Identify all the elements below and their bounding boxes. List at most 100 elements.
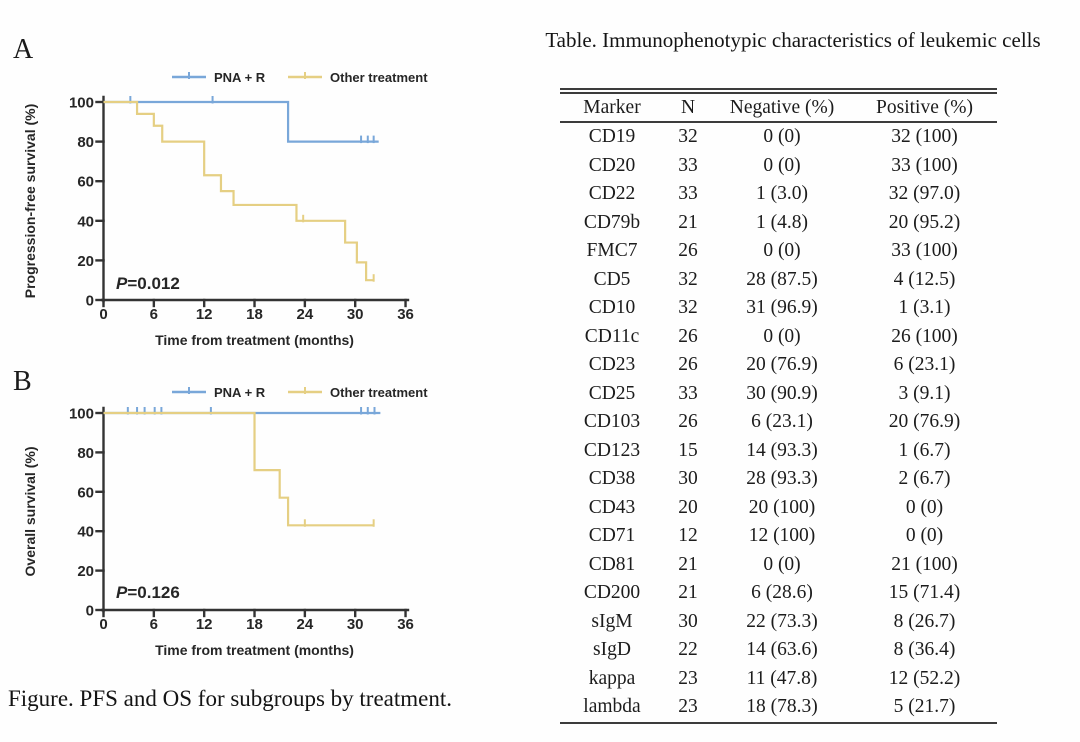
y-tick-label: 20 [77, 253, 94, 270]
table-cell: 8 (26.7) [893, 610, 956, 632]
table-cell: 6 (28.6) [751, 582, 813, 604]
table-cell: CD43 [588, 496, 636, 518]
table-cell: 21 [678, 553, 698, 575]
table-row: CD25 33 30 (90.9) 3 (9.1) [560, 380, 997, 409]
table-cell: 22 (73.3) [746, 610, 818, 632]
x-axis-title: Time from treatment (months) [155, 642, 354, 658]
legend-label: PNA + R [214, 385, 266, 400]
table-cell: 6 (23.1) [751, 411, 813, 433]
os-kaplan-meier-chart: 0 20 40 60 80 100 0 6 12 18 24 30 36 Time from treatm… [22, 385, 428, 658]
table-cell: 5 (21.7) [893, 696, 956, 718]
column-header-negative: Negative (%) [729, 96, 835, 118]
p-value-annotation: P=0.012 [116, 274, 180, 293]
y-axis-title: Progression-free survival (%) [22, 104, 38, 299]
table-cell: 18 (78.3) [746, 696, 818, 718]
x-tick-label: 24 [297, 616, 314, 633]
figure-caption: Figure. PFS and OS for subgroups by trea… [8, 686, 453, 711]
table-cell: 15 (71.4) [888, 582, 961, 604]
y-tick-label: 20 [77, 563, 94, 580]
table-cell: 31 (96.9) [746, 297, 818, 319]
y-tick-label: 0 [86, 603, 94, 620]
table-cell: 0 (0) [763, 154, 801, 176]
x-tick-label: 12 [196, 306, 213, 323]
table-cell: CD38 [588, 468, 636, 490]
table-cell: CD10 [588, 297, 636, 319]
table-cell: 4 (12.5) [893, 268, 956, 290]
table-cell: 0 (0) [763, 240, 801, 262]
table-cell: lambda [583, 696, 641, 718]
table-cell: 26 (100) [891, 325, 958, 347]
table-cell: 32 [678, 268, 698, 290]
x-axis-title: Time from treatment (months) [155, 332, 354, 348]
table-row: CD20 33 0 (0) 33 (100) [560, 152, 997, 181]
table-row: lambda 23 18 (78.3) 5 (21.7) [560, 693, 997, 722]
table-cell: 33 (100) [891, 154, 958, 176]
panel-a-label: A [13, 34, 34, 65]
table-cell: 3 (9.1) [898, 382, 951, 404]
pfs-curve-pna-r [103, 100, 379, 143]
table-row: kappa 23 11 (47.8) 12 (52.2) [560, 665, 997, 694]
table-cell: FMC7 [586, 240, 638, 262]
table-cell: 23 [678, 667, 698, 689]
table-cell: 26 [678, 325, 698, 347]
table-cell: 26 [678, 240, 698, 262]
y-tick-label: 0 [86, 293, 94, 310]
table-row: CD11c 26 0 (0) 26 (100) [560, 323, 997, 352]
table-title: Table. Immunophenotypic characteristics … [545, 28, 1041, 52]
table-cell: 32 (97.0) [888, 183, 961, 205]
table-cell: CD5 [593, 268, 631, 290]
table-cell: 0 (0) [905, 525, 944, 547]
y-tick-label: 100 [69, 95, 94, 112]
x-tick-label: 36 [397, 306, 414, 323]
table-row: CD38 30 28 (93.3) 2 (6.7) [560, 465, 997, 494]
table-cell: 6 (23.1) [893, 354, 956, 376]
table-cell: CD81 [588, 553, 636, 575]
table-cell: 20 [678, 496, 698, 518]
table-cell: CD11c [584, 325, 640, 347]
table-cell: 12 (52.2) [888, 667, 961, 689]
pfs-curve-other-treatment [103, 100, 374, 282]
y-tick-label: 60 [77, 484, 94, 501]
x-tick-label: 6 [150, 306, 158, 323]
table-cell: 11 (47.8) [746, 667, 818, 689]
table-cell: CD123 [583, 439, 641, 461]
y-tick-label: 40 [77, 524, 94, 541]
table-cell: CD200 [583, 582, 641, 604]
legend-label: Other treatment [330, 70, 428, 85]
y-axis-title: Overall survival (%) [22, 447, 38, 577]
column-header-n: N [680, 96, 696, 118]
x-tick-label: 30 [347, 616, 364, 633]
x-tick-label: 0 [99, 616, 107, 633]
table-cell: 20 (76.9) [746, 354, 818, 376]
table-cell: 12 (100) [748, 525, 816, 547]
table-cell: 0 (0) [763, 325, 801, 347]
table-cell: 23 [678, 696, 698, 718]
table-cell: 8 (36.4) [893, 639, 956, 661]
table-row: CD103 26 6 (23.1) 20 (76.9) [560, 408, 997, 437]
table-row: CD10 32 31 (96.9) 1 (3.1) [560, 294, 997, 323]
panel-b-label: B [13, 366, 32, 397]
table-row: CD43 20 20 (100) 0 (0) [560, 494, 997, 523]
table-cell: 32 [678, 297, 698, 319]
column-header-marker: Marker [583, 96, 641, 118]
x-tick-label: 0 [99, 306, 107, 323]
legend-label: PNA + R [214, 70, 266, 85]
immunophenotype-table: Marker N Negative (%) Positive (%) CD19 3… [560, 88, 997, 724]
table-cell: 32 (100) [891, 126, 958, 148]
table-row: sIgM 30 22 (73.3) 8 (26.7) [560, 608, 997, 637]
x-tick-label: 18 [246, 616, 263, 633]
table-header-row: Marker N Negative (%) Positive (%) [560, 94, 997, 121]
table-section: Table. Immunophenotypic characteristics … [515, 26, 1071, 724]
os-curve-other-treatment [103, 411, 374, 527]
table-cell: 28 (93.3) [746, 468, 818, 490]
table-row: CD23 26 20 (76.9) 6 (23.1) [560, 351, 997, 380]
table-cell: 14 (63.6) [746, 639, 818, 661]
table-row: CD79b 21 1 (4.8) 20 (95.2) [560, 209, 997, 238]
table-cell: 21 [678, 211, 698, 233]
column-header-positive: Positive (%) [876, 96, 973, 118]
legend-label: Other treatment [330, 385, 428, 400]
table-row: CD81 21 0 (0) 21 (100) [560, 551, 997, 580]
table-cell: 33 (100) [891, 240, 958, 262]
table-row: CD5 32 28 (87.5) 4 (12.5) [560, 266, 997, 295]
table-body: CD19 32 0 (0) 32 (100) CD20 33 0 (0) 33 (100) CD… [560, 123, 997, 722]
